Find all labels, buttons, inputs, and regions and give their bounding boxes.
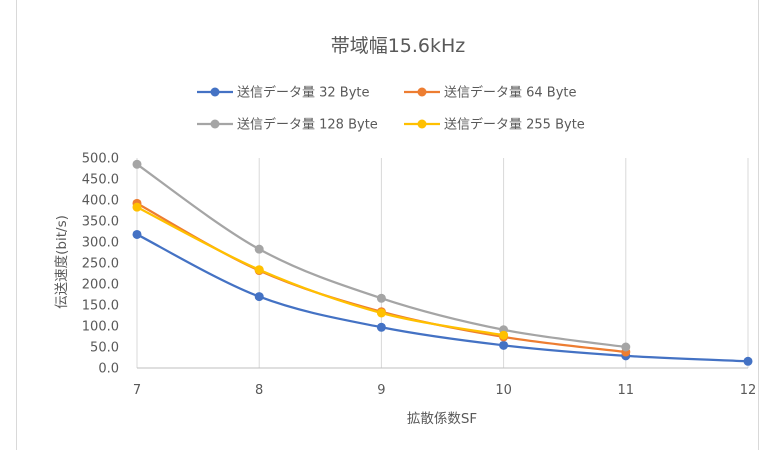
data-point [743, 356, 753, 366]
y-tick-label: 200.0 [82, 278, 119, 293]
y-tick-label: 400.0 [82, 194, 119, 209]
legend-label: 送信データ量 64 Byte [444, 85, 577, 101]
data-point [376, 293, 386, 303]
y-tick-label: 150.0 [82, 299, 119, 314]
y-tick-label: 500.0 [82, 152, 119, 167]
legend-swatch-marker [210, 87, 220, 97]
data-point [499, 330, 509, 340]
x-tick-label: 7 [133, 383, 141, 398]
y-tick-label: 0.0 [98, 362, 119, 377]
data-point [254, 244, 264, 254]
legend-swatch-marker [417, 119, 427, 129]
data-point [132, 159, 142, 169]
x-tick-label: 12 [740, 383, 757, 398]
x-tick-label: 9 [377, 383, 385, 398]
y-tick-label: 300.0 [82, 236, 119, 251]
x-tick-label: 8 [255, 383, 263, 398]
y-tick-label: 100.0 [82, 320, 119, 335]
data-point [132, 229, 142, 239]
legend-swatch-marker [210, 119, 220, 129]
legend-item: 送信データ量 32 Byte [197, 85, 370, 101]
y-tick-label: 250.0 [82, 257, 119, 272]
legend-label: 送信データ量 128 Byte [237, 117, 378, 133]
x-axis-title: 拡散係数SF [407, 411, 477, 427]
y-tick-label: 50.0 [90, 341, 119, 356]
data-point [376, 322, 386, 332]
x-tick-label: 10 [495, 383, 512, 398]
legend-swatch-marker [417, 87, 427, 97]
series-3 [132, 202, 509, 340]
series-0 [132, 229, 753, 366]
series-group [132, 159, 753, 366]
chart-title: 帯域幅15.6kHz [331, 35, 466, 57]
legend-item: 送信データ量 255 Byte [404, 117, 585, 133]
x-axis-ticks: 7 8 9 10 11 12 [133, 383, 756, 398]
series-line [136, 206, 504, 337]
legend-item: 送信データ量 64 Byte [404, 85, 577, 101]
chart-frame [16, 0, 759, 450]
x-tick-label: 11 [618, 383, 635, 398]
legend-label: 送信データ量 255 Byte [444, 117, 585, 133]
y-axis-ticks: 0.0 50.0 100.0 150.0 200.0 250.0 300.0 350.0 400… [82, 152, 119, 377]
data-point [132, 202, 142, 212]
legend: 送信データ量 32 Byte 送信データ量 64 Byte 送信データ量 128 B… [197, 85, 585, 133]
data-point [376, 308, 386, 318]
y-axis-title: 伝送速度(bit/s) [54, 215, 70, 309]
y-tick-label: 450.0 [82, 173, 119, 188]
data-point [621, 342, 631, 352]
y-tick-label: 350.0 [82, 215, 119, 230]
legend-item: 送信データ量 128 Byte [197, 117, 378, 133]
data-point [499, 340, 509, 350]
data-point [254, 292, 264, 302]
series-line [136, 233, 749, 363]
data-point [254, 265, 264, 275]
legend-label: 送信データ量 32 Byte [237, 85, 370, 101]
